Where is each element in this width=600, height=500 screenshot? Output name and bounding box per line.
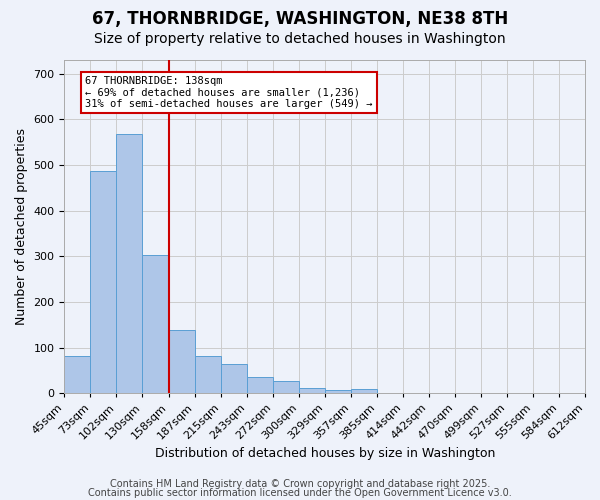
Text: Contains public sector information licensed under the Open Government Licence v3: Contains public sector information licen… (88, 488, 512, 498)
Bar (142, 254, 169, 394)
Y-axis label: Number of detached properties: Number of detached properties (15, 128, 28, 325)
Bar (91, 171, 116, 394)
Text: Size of property relative to detached houses in Washington: Size of property relative to detached ho… (94, 32, 506, 46)
Text: Contains HM Land Registry data © Crown copyright and database right 2025.: Contains HM Land Registry data © Crown c… (110, 479, 490, 489)
Text: 67, THORNBRIDGE, WASHINGTON, NE38 8TH: 67, THORNBRIDGE, WASHINGTON, NE38 8TH (92, 10, 508, 28)
Text: 67 THORNBRIDGE: 138sqm
← 69% of detached houses are smaller (1,236)
31% of semi-: 67 THORNBRIDGE: 138sqm ← 69% of detached… (85, 76, 373, 109)
Bar (325, 390, 351, 394)
Bar (116, 134, 142, 394)
X-axis label: Distribution of detached houses by size in Washington: Distribution of detached houses by size … (155, 447, 495, 460)
Bar (169, 330, 194, 394)
Bar (221, 364, 247, 394)
Bar (194, 356, 221, 394)
Bar (299, 388, 325, 394)
Bar (272, 380, 299, 394)
Bar (64, 356, 91, 394)
Bar (247, 378, 272, 394)
Bar (351, 389, 377, 394)
